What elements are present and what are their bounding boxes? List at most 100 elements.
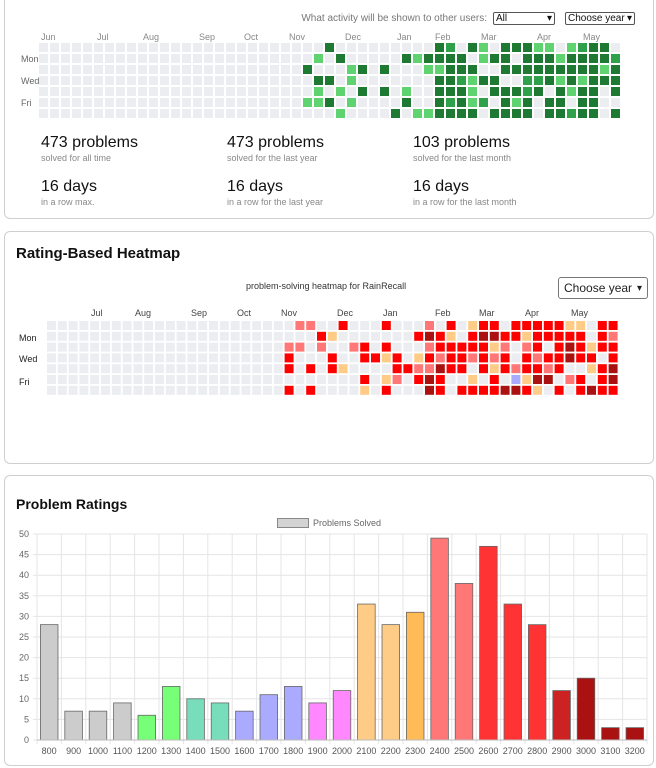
rating-cell (446, 375, 456, 384)
activity-cell (193, 87, 202, 96)
bar[interactable] (503, 603, 522, 741)
y-tick-label: 25 (19, 632, 29, 642)
activity-cell (259, 109, 268, 118)
rating-cell (500, 375, 510, 384)
bar[interactable] (186, 698, 205, 741)
rating-cell (144, 364, 154, 374)
activity-cell (50, 54, 59, 63)
rating-cell (576, 385, 586, 395)
activity-cell (138, 87, 147, 96)
rating-cell (133, 331, 143, 341)
bar[interactable] (601, 727, 620, 741)
rating-cell (198, 353, 208, 363)
activity-cell (446, 65, 455, 74)
rating-cell (219, 375, 229, 384)
rating-cell (327, 364, 337, 374)
bar[interactable] (137, 714, 156, 741)
bar[interactable] (430, 537, 449, 741)
bar[interactable] (284, 686, 303, 741)
rating-year-select[interactable]: Choose year ▾ (558, 277, 648, 299)
rating-cell (284, 364, 294, 374)
activity-cell (358, 54, 367, 63)
activity-cell (39, 109, 48, 118)
rating-cell (47, 353, 56, 363)
rating-cell (230, 385, 240, 395)
rating-cell (554, 385, 564, 395)
rating-cell (122, 385, 132, 395)
bar[interactable] (210, 702, 230, 741)
rating-cell (57, 364, 67, 374)
activity-cell (479, 43, 488, 52)
bar[interactable] (113, 702, 132, 741)
activity-cell (578, 54, 587, 63)
rating-cell (79, 321, 89, 330)
bar[interactable] (528, 624, 547, 741)
activity-cell (72, 87, 81, 96)
bar[interactable] (454, 583, 474, 741)
rating-cell (187, 331, 197, 341)
rating-cell (489, 321, 499, 330)
activity-cell (105, 43, 114, 52)
chart-legend[interactable]: Problems Solved (277, 518, 381, 528)
rating-cell (489, 364, 499, 374)
activity-cell (160, 76, 169, 85)
rating-cell (122, 321, 132, 330)
rating-cell (176, 364, 186, 374)
activity-cell (149, 43, 158, 52)
rating-cell (435, 353, 445, 363)
rating-cell (554, 321, 564, 330)
bar[interactable] (625, 727, 644, 741)
bar[interactable] (308, 702, 327, 741)
activity-cell (424, 98, 433, 107)
activity-cell (600, 76, 609, 85)
rating-cell (165, 331, 175, 341)
bar[interactable] (479, 545, 498, 741)
bar[interactable] (64, 710, 83, 741)
activity-cell (127, 98, 136, 107)
rating-cell (371, 331, 380, 341)
rating-cell (414, 342, 424, 352)
bar[interactable] (576, 677, 596, 741)
activity-year-select[interactable]: Choose year ▾ (565, 12, 635, 25)
activity-cell (490, 87, 499, 96)
bar[interactable] (162, 686, 181, 741)
rating-cell (349, 353, 359, 363)
rating-month-label: Mar (479, 308, 495, 318)
bar[interactable] (332, 690, 352, 741)
rating-cell (241, 321, 251, 330)
rating-cell (176, 331, 186, 341)
rating-cell (403, 331, 413, 341)
rating-cell (133, 342, 143, 352)
x-tick-label: 3000 (576, 746, 596, 756)
activity-cell (523, 87, 532, 96)
rating-cell (57, 375, 67, 384)
bar[interactable] (259, 694, 278, 741)
activity-cell (501, 98, 510, 107)
rating-cell (122, 353, 132, 363)
activity-cell (226, 98, 235, 107)
bar[interactable] (235, 710, 254, 741)
activity-cell (523, 76, 532, 85)
activity-cell (435, 87, 444, 96)
bar[interactable] (40, 624, 59, 741)
stat-value: 103 problems (413, 134, 510, 151)
rating-cell (425, 375, 434, 384)
rating-cell (543, 375, 553, 384)
bar[interactable] (552, 690, 571, 741)
bar[interactable] (381, 624, 400, 741)
rating-cell (576, 321, 586, 330)
activity-cell (94, 98, 103, 107)
bar[interactable] (406, 611, 425, 741)
activity-cell (204, 65, 213, 74)
bar[interactable] (88, 710, 108, 741)
visibility-select[interactable]: All ▾ (493, 12, 555, 25)
x-tick-label: 2100 (356, 746, 376, 756)
activity-cell (424, 76, 433, 85)
bar[interactable] (357, 603, 376, 741)
activity-cell (61, 65, 70, 74)
activity-cell (567, 54, 576, 63)
activity-cell (402, 76, 411, 85)
y-tick-label: 40 (19, 570, 29, 580)
rating-cell (327, 375, 337, 384)
legend-swatch (277, 518, 309, 528)
